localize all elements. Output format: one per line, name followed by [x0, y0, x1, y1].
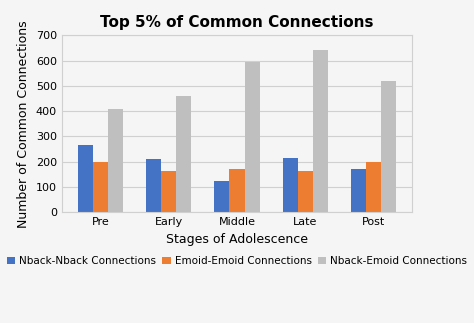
Bar [161, 171, 176, 212]
Bar [245, 62, 260, 212]
Bar [351, 169, 366, 212]
Bar [93, 162, 108, 212]
Bar [381, 81, 396, 212]
Bar [313, 50, 328, 212]
Bar [298, 171, 313, 212]
Bar [214, 181, 229, 212]
Title: Top 5% of Common Connections: Top 5% of Common Connections [100, 15, 374, 30]
X-axis label: Stages of Adolescence: Stages of Adolescence [166, 233, 308, 246]
Bar [229, 169, 245, 212]
Bar [78, 144, 93, 212]
Legend: Nback-Nback Connections, Emoid-Emoid Connections, Nback-Emoid Connections: Nback-Nback Connections, Emoid-Emoid Con… [7, 256, 467, 266]
Bar [146, 159, 161, 212]
Bar [283, 158, 298, 212]
Bar [176, 97, 191, 212]
Bar [108, 109, 123, 212]
Y-axis label: Number of Common Connections: Number of Common Connections [17, 20, 30, 228]
Bar [366, 162, 381, 212]
